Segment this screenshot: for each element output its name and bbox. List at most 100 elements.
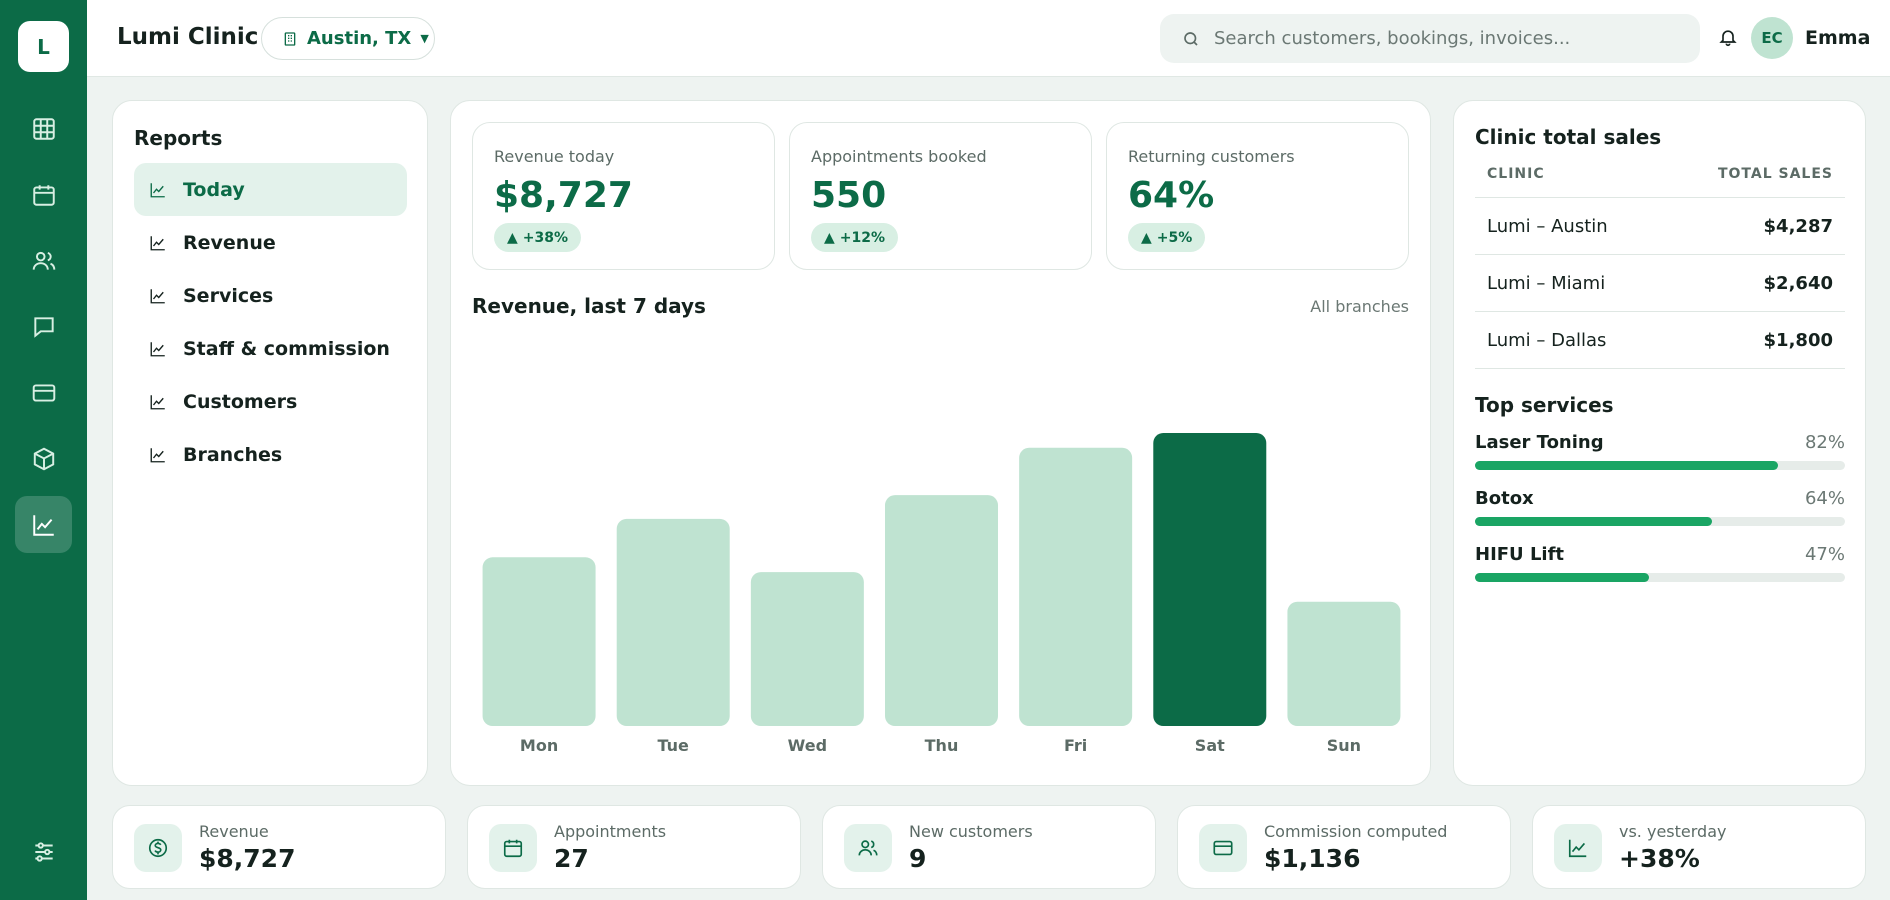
kpi-card[interactable]: Appointments booked 550 ▲ +12% <box>789 122 1092 270</box>
stat-value: $8,727 <box>199 844 296 873</box>
branch-label: Austin, TX <box>307 28 412 49</box>
clinic-name: Lumi – Austin <box>1487 216 1608 237</box>
stat-icon-box <box>1199 824 1247 872</box>
user-name[interactable]: Emma <box>1805 27 1871 49</box>
branch-selector[interactable]: Austin, TX ▼ <box>261 17 435 60</box>
reports-title: Reports <box>134 126 223 150</box>
progress-fill <box>1475 461 1779 470</box>
notifications-button[interactable] <box>1718 26 1738 52</box>
column-header-clinic: CLINIC <box>1487 166 1545 182</box>
reports-nav-item[interactable]: Branches <box>134 428 407 481</box>
chart-icon <box>150 447 165 462</box>
reports-nav-item[interactable]: Staff & commission <box>134 322 407 375</box>
bar-fri[interactable] <box>1019 447 1133 726</box>
clinic-name: Lumi – Dallas <box>1487 330 1607 351</box>
service-name: Botox <box>1475 488 1534 509</box>
reports-nav-item[interactable]: Revenue <box>134 216 407 269</box>
kpi-delta-badge: ▲ +12% <box>811 223 899 252</box>
chart-icon <box>150 341 165 356</box>
avatar[interactable]: EC <box>1751 17 1793 59</box>
kpi-value: 550 <box>811 175 887 216</box>
chevron-down-icon: ▼ <box>420 32 429 45</box>
bar-thu[interactable] <box>885 495 998 726</box>
stat-card[interactable]: New customers 9 <box>822 805 1156 889</box>
bar-sun[interactable] <box>1287 601 1401 726</box>
revenue-bar-chart: Mon Tue Wed Thu Fri Sat Sun <box>482 433 1401 755</box>
rail-inventory-button[interactable] <box>15 430 72 487</box>
stat-card[interactable]: Appointments 27 <box>467 805 801 889</box>
top-services-title: Top services <box>1475 393 1614 417</box>
bar-mon[interactable] <box>482 557 596 726</box>
search-input[interactable] <box>1214 28 1684 49</box>
stat-card[interactable]: Revenue $8,727 <box>112 805 446 889</box>
reports-nav-item[interactable]: Services <box>134 269 407 322</box>
chart-icon <box>150 235 165 250</box>
kpi-delta-badge: ▲ +38% <box>494 223 582 252</box>
calendar-icon <box>503 839 523 858</box>
kpi-delta: +12% <box>839 229 886 246</box>
chart-title: Revenue, last 7 days <box>472 294 706 318</box>
rail-messages-button[interactable] <box>15 298 72 355</box>
reports-nav-item[interactable]: Customers <box>134 375 407 428</box>
bar-wed[interactable] <box>750 572 864 726</box>
table-row[interactable]: Lumi – Dallas $1,800 <box>1475 312 1845 369</box>
arrow-up-icon: ▲ <box>1141 229 1152 246</box>
arrow-up-icon: ▲ <box>507 229 518 246</box>
reports-nav-item[interactable]: Today <box>134 163 407 216</box>
kpi-value: 64% <box>1128 175 1215 216</box>
kpi-value: $8,727 <box>494 175 633 216</box>
x-tick-label: Mon <box>520 736 558 755</box>
rail-grid-button[interactable] <box>15 100 72 157</box>
stat-card[interactable]: Commission computed $1,136 <box>1177 805 1511 889</box>
rail-settings-button[interactable] <box>15 823 72 880</box>
kpi-delta: +5% <box>1156 229 1193 246</box>
x-tick-label: Fri <box>1064 736 1087 755</box>
grid-icon <box>32 117 55 140</box>
stat-icon-box <box>489 824 537 872</box>
users-icon <box>858 840 878 856</box>
arrow-up-icon: ▲ <box>824 229 835 246</box>
stat-value: 27 <box>554 844 589 873</box>
progress-track <box>1475 461 1845 470</box>
bar-tue[interactable] <box>616 518 730 726</box>
stat-value: $1,136 <box>1264 844 1361 873</box>
stat-icon-box <box>1554 824 1602 872</box>
clinic-sales-panel: Clinic total sales CLINIC TOTAL SALES Lu… <box>1453 100 1866 786</box>
chart-icon <box>150 394 165 409</box>
card-icon <box>1213 840 1233 856</box>
top-bar: Lumi Clinic Austin, TX ▼ EC Emma <box>87 0 1890 77</box>
stat-label: New customers <box>909 822 1033 841</box>
app-logo[interactable]: L <box>18 21 69 72</box>
x-tick-label: Sun <box>1327 736 1361 755</box>
reports-nav-label: Revenue <box>183 231 276 254</box>
box-icon <box>33 447 54 470</box>
chart-icon <box>150 288 165 303</box>
bar-sat[interactable] <box>1153 433 1267 726</box>
stat-label: Revenue <box>199 822 269 841</box>
dollar-icon <box>148 838 168 858</box>
x-tick-label: Tue <box>658 736 690 755</box>
stat-value: +38% <box>1619 844 1700 873</box>
building-icon <box>284 31 296 46</box>
service-item: Botox 64% <box>1475 488 1845 528</box>
rail-payments-button[interactable] <box>15 364 72 421</box>
search-icon <box>1184 31 1198 46</box>
table-row[interactable]: Lumi – Miami $2,640 <box>1475 255 1845 312</box>
kpi-card[interactable]: Returning customers 64% ▲ +5% <box>1106 122 1409 270</box>
reports-nav-label: Today <box>183 178 245 201</box>
rail-reports-button[interactable] <box>15 496 72 553</box>
stat-value: 9 <box>909 844 927 873</box>
service-name: Laser Toning <box>1475 432 1604 453</box>
clinic-total: $2,640 <box>1763 273 1833 294</box>
rail-calendar-button[interactable] <box>15 166 72 223</box>
card-icon <box>32 383 55 402</box>
stat-card[interactable]: vs. yesterday +38% <box>1532 805 1866 889</box>
chart-icon <box>1568 839 1587 858</box>
chart-scope[interactable]: All branches <box>1310 297 1409 316</box>
table-row[interactable]: Lumi – Austin $4,287 <box>1475 198 1845 255</box>
reports-nav-label: Staff & commission <box>183 337 390 360</box>
rail-users-button[interactable] <box>15 232 72 289</box>
bell-icon <box>1719 30 1737 47</box>
kpi-card[interactable]: Revenue today $8,727 ▲ +38% <box>472 122 775 270</box>
clinic-name: Lumi – Miami <box>1487 273 1606 294</box>
